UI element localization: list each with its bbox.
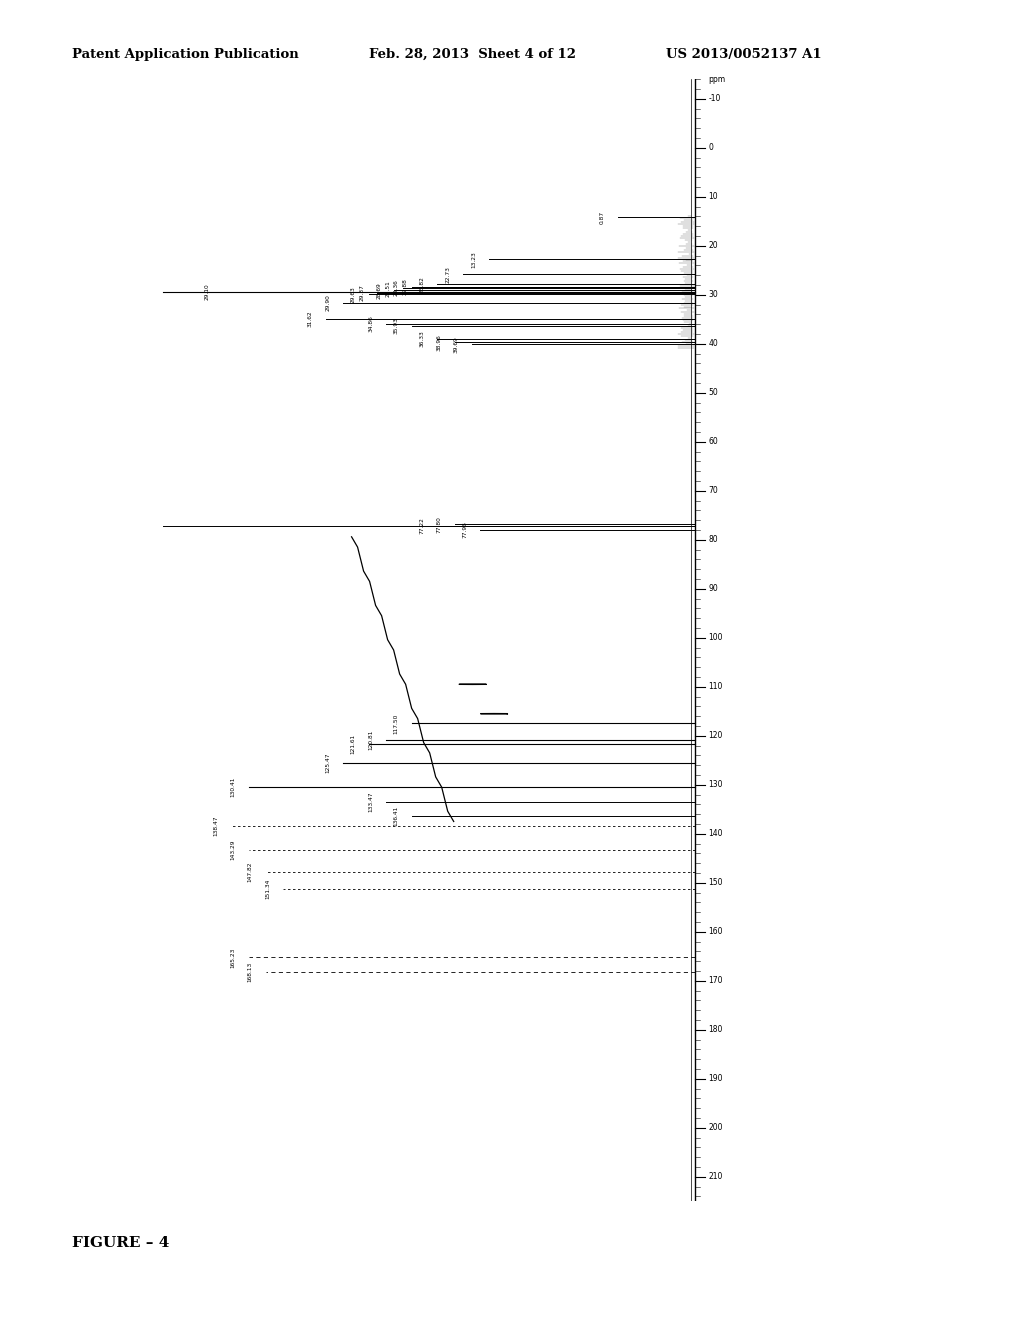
Text: US 2013/0052137 A1: US 2013/0052137 A1 [666,48,821,61]
Text: 29.37: 29.37 [359,285,365,301]
Text: 28.51: 28.51 [385,280,390,297]
Text: 168.13: 168.13 [248,961,253,982]
Text: 35.93: 35.93 [394,317,398,334]
Text: 39.69: 39.69 [454,335,459,352]
Text: FIGURE – 4: FIGURE – 4 [72,1237,169,1250]
Text: 140: 140 [709,829,723,838]
Text: 210: 210 [709,1172,723,1181]
Text: 120: 120 [709,731,723,741]
Text: 60: 60 [709,437,719,446]
Text: 147.82: 147.82 [248,862,253,882]
Text: 30: 30 [709,290,719,300]
Text: 143.29: 143.29 [230,840,236,861]
Text: 120.81: 120.81 [368,730,373,750]
Text: 80: 80 [709,535,718,544]
Text: 190: 190 [709,1074,723,1084]
Text: 138.47: 138.47 [214,816,218,837]
Text: -10: -10 [709,94,721,103]
Text: 125.47: 125.47 [325,752,330,772]
Text: ppm: ppm [709,75,726,84]
Text: 40: 40 [709,339,719,348]
Text: 29.63: 29.63 [351,286,356,302]
Text: 110: 110 [709,682,723,692]
Text: 130.41: 130.41 [230,776,236,797]
Text: 165.23: 165.23 [230,948,236,968]
Text: 20: 20 [709,242,718,251]
Text: 136.41: 136.41 [394,807,398,826]
Text: Patent Application Publication: Patent Application Publication [72,48,298,61]
Text: 100: 100 [709,634,723,643]
Text: 200: 200 [709,1123,723,1133]
Text: 28.36: 28.36 [394,279,398,296]
Text: 0: 0 [709,144,714,152]
Text: 180: 180 [709,1026,723,1034]
Text: 29.10: 29.10 [205,284,210,300]
Text: 28.69: 28.69 [377,282,382,298]
Text: 34.86: 34.86 [368,315,373,333]
Text: Feb. 28, 2013  Sheet 4 of 12: Feb. 28, 2013 Sheet 4 of 12 [369,48,575,61]
Text: 50: 50 [709,388,719,397]
Text: 133.47: 133.47 [368,792,373,812]
Text: 13.23: 13.23 [471,251,476,268]
Text: 22.73: 22.73 [445,265,451,282]
Text: 121.61: 121.61 [351,734,356,754]
Text: 29.90: 29.90 [325,294,330,312]
Text: 117.50: 117.50 [394,713,398,734]
Text: 130: 130 [709,780,723,789]
Text: 38.96: 38.96 [436,334,441,351]
Text: 77.80: 77.80 [436,516,441,532]
Text: 77.96: 77.96 [463,521,467,539]
Text: 90: 90 [709,585,719,593]
Text: 10: 10 [709,193,718,201]
Text: 31.62: 31.62 [308,310,313,327]
Text: 36.33: 36.33 [420,330,425,347]
Text: 170: 170 [709,977,723,985]
Text: 150: 150 [709,878,723,887]
Text: 70: 70 [709,486,719,495]
Text: 77.22: 77.22 [420,517,425,535]
Text: 151.34: 151.34 [265,879,270,899]
Text: 27.88: 27.88 [402,279,408,296]
Text: 25.82: 25.82 [420,276,425,293]
Text: 160: 160 [709,927,723,936]
Text: 0.87: 0.87 [600,211,605,224]
